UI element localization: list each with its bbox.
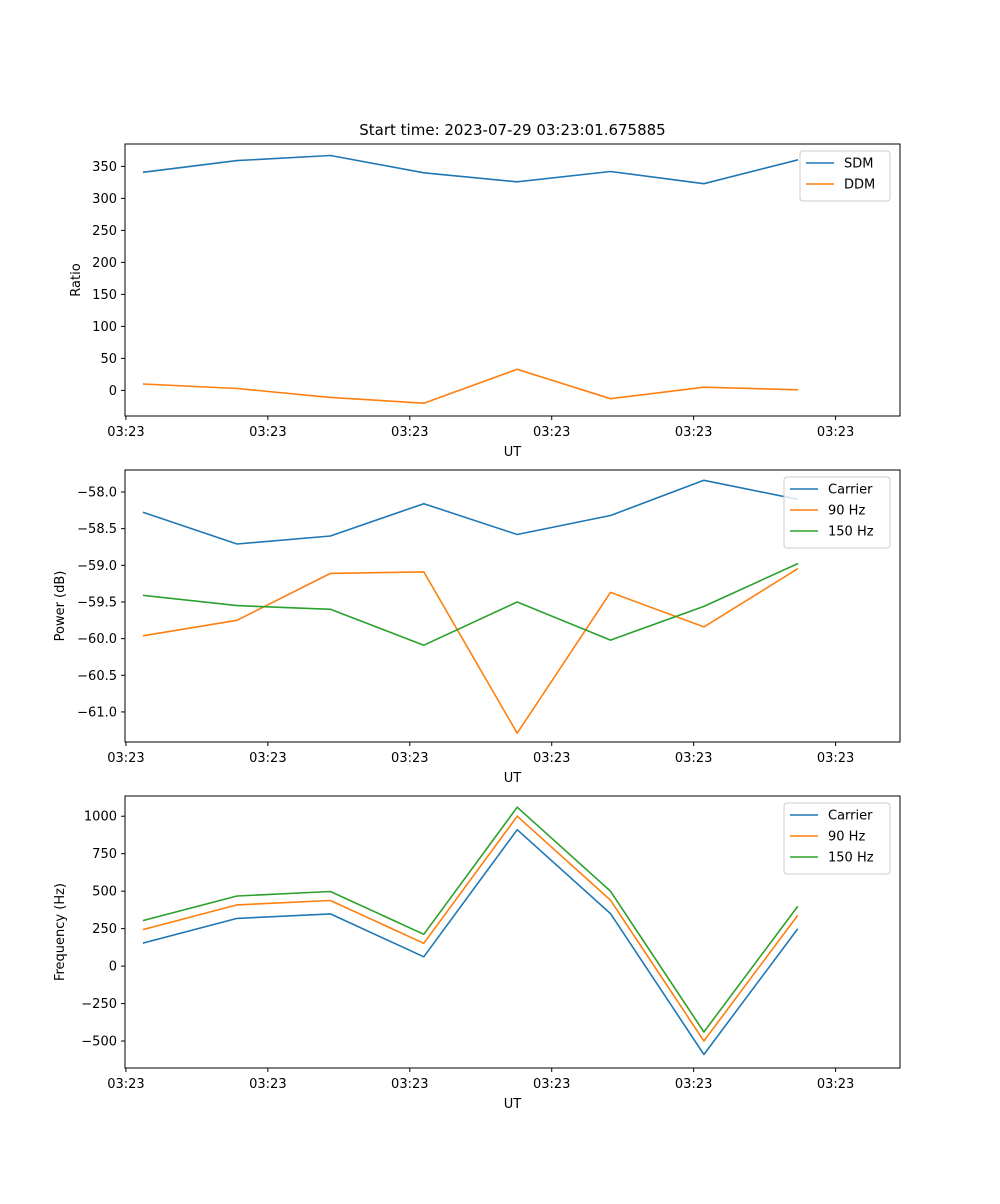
chart-panel-1: Start time: 2023-07-29 03:23:01.67588503… xyxy=(69,121,901,460)
legend-label: 150 Hz xyxy=(828,851,874,866)
x-axis-label: UT xyxy=(504,771,522,786)
legend-label: 90 Hz xyxy=(828,830,865,845)
x-tick-label: 03:23 xyxy=(533,425,570,440)
x-axis-label: UT xyxy=(504,1097,522,1112)
y-tick-label: 750 xyxy=(92,847,117,862)
y-tick-label: 350 xyxy=(92,160,117,175)
legend-label: Carrier xyxy=(828,809,873,824)
y-tick-label: −60.5 xyxy=(77,669,117,684)
series-line-ddm xyxy=(142,368,799,405)
y-tick-label: 250 xyxy=(92,224,117,239)
y-tick-label: −500 xyxy=(81,1035,117,1050)
legend-label: 150 Hz xyxy=(828,525,874,540)
series-line-sdm xyxy=(142,154,799,185)
y-axis-label: Ratio xyxy=(69,263,84,296)
x-tick-label: 03:23 xyxy=(533,751,570,766)
legend: SDM DDM xyxy=(799,150,891,202)
axes-frame xyxy=(124,143,901,417)
y-tick-label: 250 xyxy=(92,922,117,937)
x-tick-label: 03:23 xyxy=(817,1077,854,1092)
y-tick-label: −59.5 xyxy=(77,595,117,610)
chart-panel-3: 03:23 03:23 03:23 03:23 03:23 03:23 −500 −250 0 2… xyxy=(53,795,901,1112)
legend-label: Carrier xyxy=(828,483,873,498)
y-tick-label: 200 xyxy=(92,256,117,271)
y-axis-label: Frequency (Hz) xyxy=(53,883,68,981)
chart-title: Start time: 2023-07-29 03:23:01.675885 xyxy=(359,121,665,139)
series-line-150-hz xyxy=(142,562,799,647)
x-tick-label: 03:23 xyxy=(107,751,144,766)
x-tick-label: 03:23 xyxy=(107,1077,144,1092)
x-tick-label: 03:23 xyxy=(391,425,428,440)
x-tick-label: 03:23 xyxy=(533,1077,570,1092)
x-tick-label: 03:23 xyxy=(249,425,286,440)
y-tick-label: 500 xyxy=(92,885,117,900)
legend-label: DDM xyxy=(844,178,875,193)
series-line-150-hz xyxy=(142,806,799,1033)
x-tick-label: 03:23 xyxy=(249,751,286,766)
x-axis-label: UT xyxy=(504,445,522,460)
x-tick-label: 03:23 xyxy=(249,1077,286,1092)
y-tick-label: 1000 xyxy=(84,810,117,825)
y-tick-label: 100 xyxy=(92,320,117,335)
y-tick-label: −60.0 xyxy=(77,632,117,647)
y-axis-label: Power (dB) xyxy=(53,571,68,642)
x-tick-label: 03:23 xyxy=(391,751,428,766)
y-tick-label: 50 xyxy=(100,352,117,367)
legend: Carrier 90 Hz 150 Hz xyxy=(783,476,891,549)
series-line-carrier xyxy=(142,828,799,1056)
y-tick-label: 0 xyxy=(109,384,117,399)
chart-panel-2: 03:23 03:23 03:23 03:23 03:23 03:23 −61.0 −60.5… xyxy=(53,469,901,786)
x-tick-label: 03:23 xyxy=(675,425,712,440)
series-line-90-hz xyxy=(142,567,799,735)
y-tick-label: 300 xyxy=(92,192,117,207)
axes-frame xyxy=(124,795,901,1069)
x-tick-label: 03:23 xyxy=(817,751,854,766)
x-tick-label: 03:23 xyxy=(675,1077,712,1092)
series-line-carrier xyxy=(142,479,799,545)
x-tick-label: 03:23 xyxy=(817,425,854,440)
legend: Carrier 90 Hz 150 Hz xyxy=(783,802,891,875)
legend-label: SDM xyxy=(844,157,873,172)
series-line-90-hz xyxy=(142,815,799,1042)
axes-frame xyxy=(124,469,901,743)
x-tick-label: 03:23 xyxy=(107,425,144,440)
y-tick-label: −58.5 xyxy=(77,522,117,537)
x-tick-label: 03:23 xyxy=(391,1077,428,1092)
y-tick-label: 0 xyxy=(109,960,117,975)
y-tick-label: −58.0 xyxy=(77,485,117,500)
y-tick-label: −59.0 xyxy=(77,559,117,574)
y-tick-label: −250 xyxy=(81,997,117,1012)
y-tick-label: −61.0 xyxy=(77,705,117,720)
x-tick-label: 03:23 xyxy=(675,751,712,766)
legend-label: 90 Hz xyxy=(828,504,865,519)
y-tick-label: 150 xyxy=(92,288,117,303)
